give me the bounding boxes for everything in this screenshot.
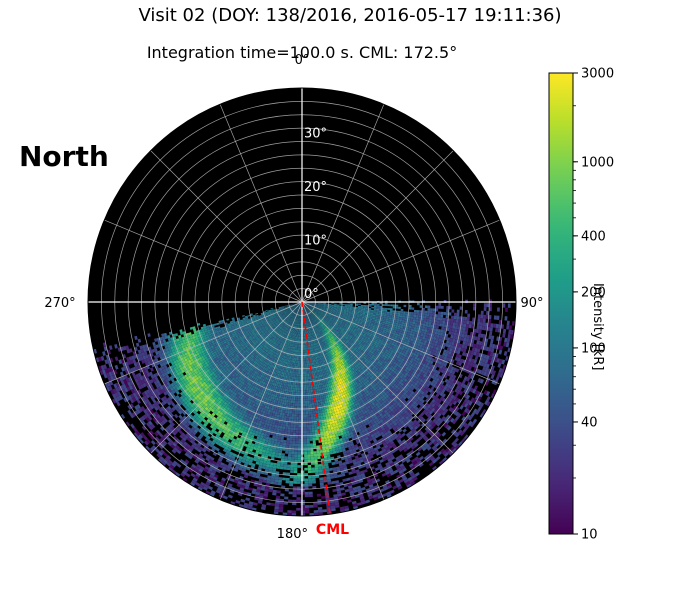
cml-line bbox=[301, 301, 331, 515]
colorbar-label: Intensity [kR] bbox=[590, 283, 605, 371]
theta-tick-label: 0° bbox=[295, 53, 310, 68]
theta-tick-label: 180° bbox=[277, 527, 308, 542]
colorbar-tick-label: 10 bbox=[581, 528, 598, 543]
hemisphere-label: North bbox=[19, 140, 109, 173]
theta-tick-label: 270° bbox=[44, 296, 75, 311]
polar-grid bbox=[88, 88, 516, 516]
chart-subtitle: Integration time=100.0 s. CML: 172.5° bbox=[146, 43, 458, 62]
colorbar-tick-label: 100 bbox=[581, 341, 606, 356]
radial-tick-label: 30° bbox=[304, 127, 327, 142]
cml-label: CML bbox=[316, 522, 349, 538]
colorbar-tick-label: 3000 bbox=[581, 67, 614, 82]
chart-title: Visit 02 (DOY: 138/2016, 2016-05-17 19:1… bbox=[138, 5, 562, 26]
radial-tick-label: 10° bbox=[304, 234, 327, 249]
plot-outline bbox=[87, 87, 517, 517]
auroral-emission bbox=[90, 299, 516, 516]
colorbar-tick-label: 1000 bbox=[581, 155, 614, 170]
colorbar-tick-label: 400 bbox=[581, 229, 606, 244]
radial-tick-label: 20° bbox=[304, 180, 327, 195]
colorbar-tick-label: 40 bbox=[581, 415, 598, 430]
theta-tick-label: 90° bbox=[520, 296, 543, 311]
colorbar-gradient bbox=[548, 72, 574, 535]
radial-tick-label: 0° bbox=[304, 287, 319, 302]
colorbar-tick-label: 200 bbox=[581, 285, 606, 300]
